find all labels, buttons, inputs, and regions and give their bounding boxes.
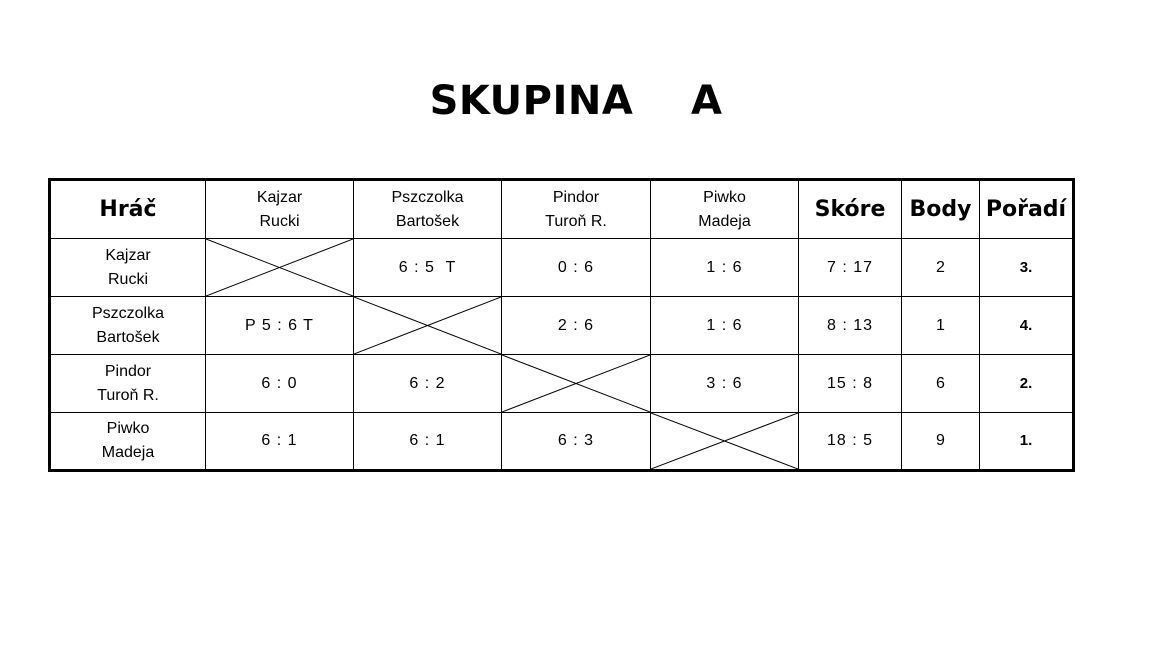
- match-result: P 5 : 6 T: [205, 296, 354, 355]
- rank: 1.: [979, 412, 1074, 471]
- rank: 3.: [979, 238, 1074, 297]
- rank: 4.: [979, 296, 1074, 355]
- self-match-cell: [205, 238, 354, 297]
- header-opponent: Kajzar Rucki: [205, 179, 354, 239]
- match-result: 6 : 3: [501, 412, 651, 471]
- player-name: Kajzar Rucki: [49, 238, 206, 297]
- group-table: Hráč Kajzar Rucki Pszczolka Bartošek Pindo…: [48, 178, 1075, 472]
- page-title: SKUPINA A: [429, 78, 723, 124]
- points: 9: [901, 412, 980, 471]
- header-score: Skóre: [798, 179, 902, 239]
- match-result: 3 : 6: [650, 354, 799, 413]
- match-result: 6 : 1: [353, 412, 502, 471]
- points: 6: [901, 354, 980, 413]
- player-name: Pindor Turoň R.: [49, 354, 206, 413]
- match-result: 1 : 6: [650, 238, 799, 297]
- match-result: 6 : 2: [353, 354, 502, 413]
- total-score: 8 : 13: [798, 296, 902, 355]
- match-result: 6 : 1: [205, 412, 354, 471]
- total-score: 15 : 8: [798, 354, 902, 413]
- match-result: 6 : 0: [205, 354, 354, 413]
- total-score: 18 : 5: [798, 412, 902, 471]
- header-opponent: Pindor Turoň R.: [501, 179, 651, 239]
- rank: 2.: [979, 354, 1074, 413]
- player-name: Piwko Madeja: [49, 412, 206, 471]
- points: 1: [901, 296, 980, 355]
- header-rank: Pořadí: [979, 179, 1074, 239]
- match-result: 1 : 6: [650, 296, 799, 355]
- points: 2: [901, 238, 980, 297]
- total-score: 7 : 17: [798, 238, 902, 297]
- self-match-cell: [650, 412, 799, 471]
- match-result: 2 : 6: [501, 296, 651, 355]
- player-name: Pszczolka Bartošek: [49, 296, 206, 355]
- match-result: 0 : 6: [501, 238, 651, 297]
- header-opponent: Piwko Madeja: [650, 179, 799, 239]
- header-points: Body: [901, 179, 980, 239]
- header-opponent: Pszczolka Bartošek: [353, 179, 502, 239]
- self-match-cell: [353, 296, 502, 355]
- self-match-cell: [501, 354, 651, 413]
- header-row: Hráč Kajzar Rucki Pszczolka Bartošek Pindo…: [49, 179, 1074, 239]
- match-result: 6 : 5 T: [353, 238, 502, 297]
- header-player: Hráč: [49, 179, 206, 239]
